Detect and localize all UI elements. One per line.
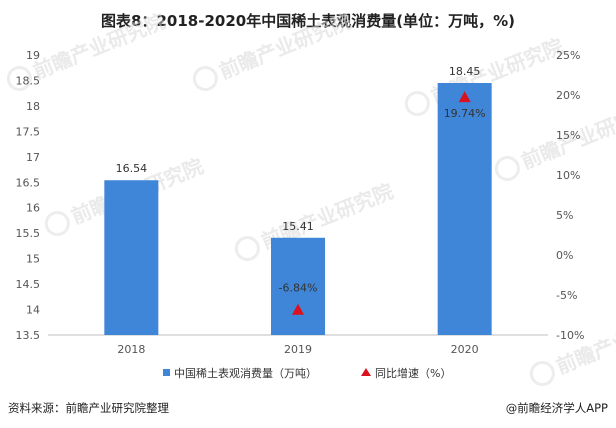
y-right-tick-label: 25% — [556, 49, 580, 62]
y-right-tick-label: 5% — [556, 209, 573, 222]
legend: 中国稀土表观消费量（万吨） 同比增速（%） — [163, 366, 451, 380]
y-left-tick-label: 14 — [26, 304, 40, 317]
bar-series — [104, 83, 492, 335]
y-right-tick-label: 0% — [556, 249, 573, 262]
growth-marker — [292, 303, 304, 315]
y-left-tick-label: 17 — [26, 151, 40, 164]
y-left-tick-label: 16.5 — [16, 176, 41, 189]
y-right-tick-label: 10% — [556, 169, 580, 182]
bar-value-label: 16.54 — [116, 162, 148, 175]
legend-label-growth: 同比增速（%） — [375, 366, 451, 380]
y-right-tick-label: 20% — [556, 89, 580, 102]
growth-marker — [458, 91, 471, 103]
watermark-logo-icon — [192, 66, 218, 92]
data-labels: 16.54 15.41 18.45 -6.84% 19.74% — [116, 65, 486, 295]
y-right-tick-label: -5% — [556, 289, 577, 302]
watermark-text: 前瞻产业研究院 — [216, 9, 355, 84]
watermark-logo-icon — [44, 211, 70, 237]
y-left-tick-label: 14.5 — [16, 278, 41, 291]
x-tick-label: 2019 — [284, 343, 312, 356]
watermark-logo-icon — [529, 361, 555, 387]
y-left-tick-label: 18.5 — [16, 74, 41, 87]
watermark: 前瞻产业研究院 — [494, 99, 616, 182]
x-tick-label: 2018 — [117, 343, 145, 356]
bar — [271, 237, 325, 335]
watermark: 前瞻产业研究院 — [529, 304, 616, 387]
growth-value-label: -6.84% — [279, 282, 318, 295]
growth-value-label: 19.74% — [444, 107, 486, 120]
x-tick-label: 2020 — [451, 343, 479, 356]
bar-value-label: 15.41 — [282, 220, 314, 233]
y-left-tick-label: 15.5 — [16, 227, 41, 240]
y-right-tick-label: -10% — [556, 329, 584, 342]
y-left-tick-label: 19 — [26, 49, 40, 62]
watermark-text: 前瞻产业研究院 — [30, 9, 169, 84]
bar — [104, 180, 159, 335]
source-note: 资料来源：前瞻产业研究院整理 — [8, 401, 169, 415]
watermark-logo-icon — [494, 156, 520, 182]
growth-series — [292, 91, 471, 315]
bar-value-label: 18.45 — [449, 65, 481, 78]
y-left-tick-label: 17.5 — [16, 125, 41, 138]
y-left-tick-label: 16 — [26, 202, 40, 215]
legend-label-bar: 中国稀土表观消费量（万吨） — [174, 366, 317, 380]
watermark-logo-icon — [404, 91, 430, 117]
axes: 13.5 14 14.5 15 15.5 16 16.5 17 17.5 18 18.5 19 -10%… — [16, 49, 585, 356]
legend-swatch-growth — [361, 368, 371, 376]
watermark-logo-icon — [6, 66, 32, 92]
legend-swatch-bar — [163, 369, 170, 376]
credit-note: @前瞻经济学人APP — [505, 401, 608, 415]
y-left-tick-label: 13.5 — [16, 329, 41, 342]
watermark: 前瞻产业研究院 — [192, 9, 355, 92]
bar — [437, 83, 492, 335]
chart-title: 图表8：2018-2020年中国稀土表观消费量(单位：万吨，%) — [101, 12, 515, 30]
y-left-tick-label: 18 — [26, 100, 40, 113]
watermark-logo-icon — [234, 236, 260, 262]
y-right-tick-label: 15% — [556, 129, 580, 142]
y-left-tick-label: 15 — [26, 253, 40, 266]
